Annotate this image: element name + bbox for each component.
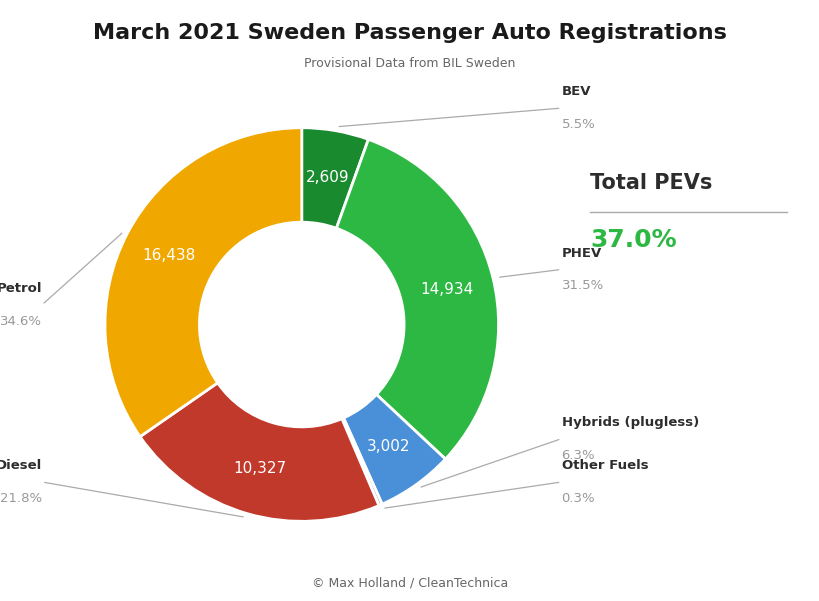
Text: 6.3%: 6.3% xyxy=(561,448,595,462)
Text: PHEV: PHEV xyxy=(561,246,601,260)
Text: Diesel: Diesel xyxy=(0,459,42,472)
Text: 14,934: 14,934 xyxy=(420,282,473,297)
Text: Provisional Data from BIL Sweden: Provisional Data from BIL Sweden xyxy=(304,56,515,70)
Text: 0.3%: 0.3% xyxy=(561,492,595,505)
Text: Total PEVs: Total PEVs xyxy=(590,173,712,194)
Wedge shape xyxy=(342,418,382,505)
Wedge shape xyxy=(105,128,301,437)
Text: 34.6%: 34.6% xyxy=(0,315,42,328)
Text: BEV: BEV xyxy=(561,85,590,98)
Text: 5.5%: 5.5% xyxy=(561,118,595,131)
Text: March 2021 Sweden Passenger Auto Registrations: March 2021 Sweden Passenger Auto Registr… xyxy=(93,23,726,43)
Wedge shape xyxy=(343,394,445,504)
Text: 16,438: 16,438 xyxy=(143,248,196,263)
Text: 3,002: 3,002 xyxy=(366,439,410,454)
Wedge shape xyxy=(336,139,498,459)
Text: 37.0%: 37.0% xyxy=(590,228,676,252)
Text: 31.5%: 31.5% xyxy=(561,279,603,292)
Wedge shape xyxy=(301,128,368,228)
Text: Other Fuels: Other Fuels xyxy=(561,459,647,472)
Text: 2,609: 2,609 xyxy=(305,169,349,185)
Wedge shape xyxy=(140,383,378,521)
Text: 21.8%: 21.8% xyxy=(0,492,42,505)
Text: © Max Holland / CleanTechnica: © Max Holland / CleanTechnica xyxy=(311,576,508,590)
Text: 10,327: 10,327 xyxy=(233,461,287,476)
Text: Hybrids (plugless): Hybrids (plugless) xyxy=(561,416,698,429)
Text: Petrol: Petrol xyxy=(0,282,42,295)
